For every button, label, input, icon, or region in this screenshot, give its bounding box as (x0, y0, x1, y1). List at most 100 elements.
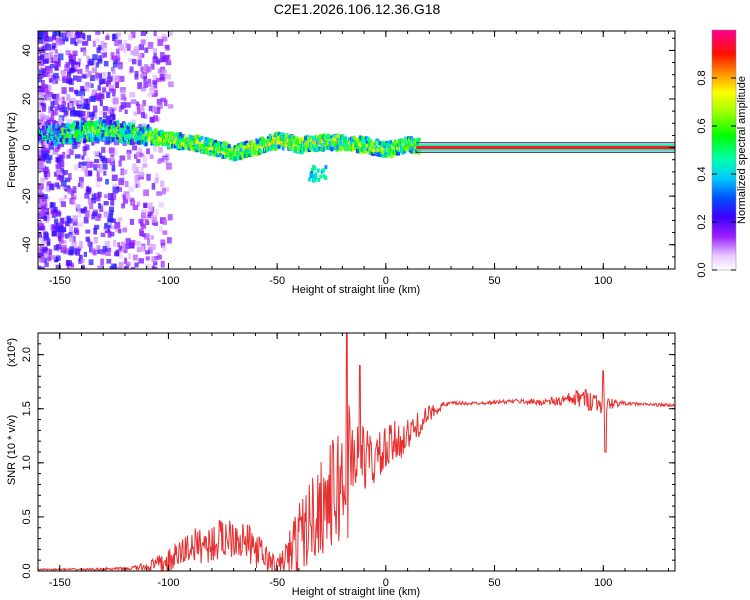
ridge-cell (336, 134, 340, 139)
ridge-cell (190, 147, 194, 152)
ridge-cell (38, 132, 41, 137)
noise-cell (82, 161, 88, 166)
colorbar: 0.0 0.2 0.4 0.6 0.8 Normalized spectral ampl… (696, 29, 748, 278)
ridge-cell (98, 133, 102, 138)
noise-cell (80, 258, 85, 263)
noise-cell (117, 228, 122, 234)
noise-cell (152, 80, 157, 85)
noise-cell (44, 262, 49, 267)
ridge-cell (146, 124, 150, 129)
noise-cell (152, 74, 158, 82)
noise-cell (143, 76, 147, 82)
ridge-cell (287, 135, 291, 140)
noise-cell (61, 75, 68, 82)
ridge-cell (264, 142, 268, 147)
noise-cell (62, 32, 67, 37)
noise-cell (158, 254, 162, 260)
noise-cell (90, 96, 96, 102)
noise-cell (89, 74, 95, 82)
noise-cell (66, 260, 72, 267)
ridge-cell (375, 151, 379, 156)
ridge-cell (128, 128, 132, 133)
noise-cell (62, 36, 68, 42)
noise-cell (84, 210, 90, 218)
noise-cell (138, 147, 143, 153)
noise-cell (51, 212, 57, 218)
noise-cell (165, 162, 172, 170)
ridge-cell (91, 121, 95, 126)
snr-series-line (38, 333, 675, 571)
noise-cell (152, 56, 159, 64)
noise-cell (96, 182, 101, 188)
ridge-cell (358, 138, 362, 143)
ridge-cell (198, 139, 202, 144)
noise-cell (147, 82, 152, 87)
ridge-cell (65, 134, 69, 139)
ridge-cell (326, 141, 330, 146)
noise-cell (100, 232, 106, 238)
noise-cell (86, 111, 91, 118)
noise-cell (58, 155, 64, 162)
noise-cell (104, 139, 110, 145)
noise-cell (69, 110, 76, 117)
ridge-cell (235, 155, 239, 160)
noise-cell (156, 191, 162, 196)
noise-cell (39, 199, 45, 206)
y-tick-label: 0.5 (21, 509, 33, 524)
ridge-cell (408, 146, 412, 151)
noise-cell (78, 58, 82, 65)
noise-cell (160, 97, 167, 103)
ridge-cell (387, 143, 391, 148)
noise-cell (95, 92, 102, 99)
noise-cell (96, 73, 102, 79)
ridge-cell (127, 140, 131, 145)
ridge-cell (295, 136, 299, 141)
ridge-cell (86, 132, 90, 137)
noise-cell (90, 114, 94, 121)
noise-cell (96, 196, 101, 202)
noise-cell (44, 171, 48, 178)
noise-cell (61, 101, 67, 109)
noise-cell (53, 100, 59, 106)
ridge-cell (87, 123, 91, 128)
noise-cell (164, 74, 171, 80)
noise-cell (75, 89, 79, 94)
noise-cell (154, 107, 161, 114)
ridge-cell (79, 134, 83, 139)
ridge-cell (88, 133, 92, 138)
noise-cell (79, 208, 84, 213)
ridge-cell (127, 126, 131, 131)
noise-cell (69, 97, 76, 103)
ridge-cell (169, 145, 173, 150)
ridge-cell (382, 153, 386, 158)
noise-cell (139, 53, 145, 58)
ridge-cell (205, 142, 209, 147)
ridge-cell (229, 156, 233, 161)
ridge-cell (330, 147, 334, 152)
ridge-cell (141, 129, 145, 134)
noise-cell (165, 60, 172, 66)
ridge-cell (61, 123, 65, 128)
noise-cell (51, 230, 57, 236)
ridge-cell (322, 174, 326, 179)
noise-cell (93, 105, 98, 113)
noise-cell (118, 262, 124, 269)
noise-cell (57, 41, 63, 46)
ridge-cell (83, 124, 87, 129)
ridge-cell (341, 134, 345, 139)
ridge-cell (377, 149, 381, 154)
noise-cell (137, 82, 143, 90)
ridge-cell (308, 177, 312, 182)
x-tick-label: 100 (594, 577, 612, 589)
noise-cell (141, 215, 147, 222)
noise-cell (160, 239, 166, 246)
noise-cell (89, 120, 94, 125)
noise-cell (122, 196, 129, 204)
noise-cell (96, 177, 103, 182)
ridge-cell (130, 129, 134, 134)
noise-cell (72, 144, 78, 149)
ridge-cell (301, 149, 305, 154)
ridge-cell (83, 138, 87, 143)
ridge-cell (74, 139, 78, 144)
colorbar-tick-label: 0.6 (696, 118, 708, 133)
